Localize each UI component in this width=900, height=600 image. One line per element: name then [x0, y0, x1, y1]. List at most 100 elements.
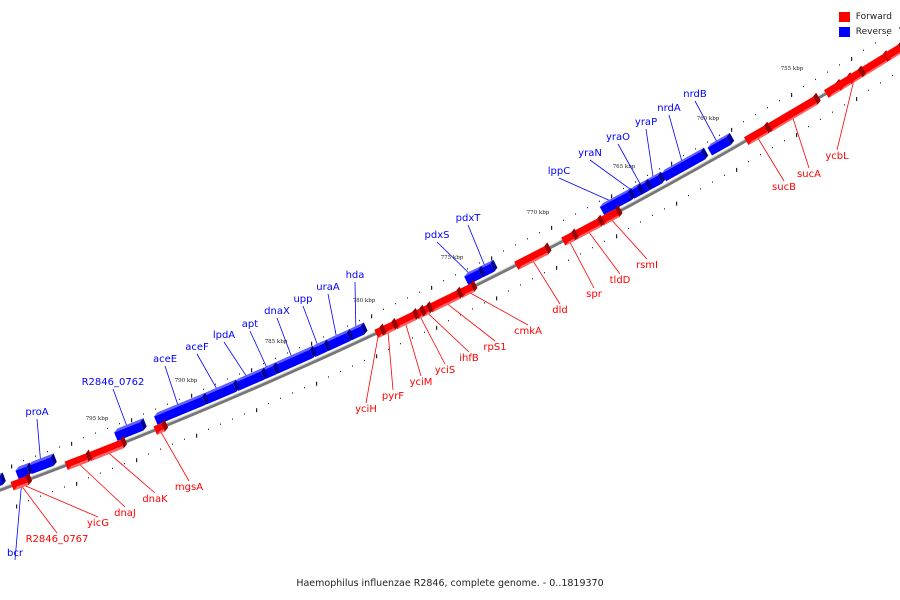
- tick-dot: [160, 448, 161, 450]
- tick-dot: [815, 78, 816, 80]
- leader-cmka: [466, 290, 529, 326]
- gene-box-uraa: [324, 328, 354, 352]
- tick-dot: [184, 438, 185, 440]
- figure-caption: Haemophilus influenzae R2846, complete g…: [296, 578, 604, 589]
- gene-label-pdxt: pdxT: [456, 213, 482, 224]
- leader-hda: [354, 281, 357, 334]
- tick-dot: [791, 93, 793, 98]
- gene-face: [324, 332, 351, 352]
- tick-dot: [707, 141, 708, 143]
- tick-dot: [784, 140, 785, 142]
- gene-label-yrap: yraP: [635, 117, 657, 128]
- tick-label-790-kbp: 790 kbp: [175, 378, 198, 384]
- tick-dot: [443, 280, 444, 282]
- tick-dot: [844, 104, 845, 106]
- leader-upp: [302, 305, 320, 351]
- tick-dot: [244, 413, 245, 415]
- gene-label-dnak: dnaK: [142, 494, 168, 505]
- tick-dot: [580, 253, 581, 255]
- tick-dot: [119, 423, 120, 425]
- tick-dot: [868, 89, 869, 91]
- tick-dot: [712, 181, 713, 183]
- gene-side: [627, 187, 636, 200]
- gene-label-lppc: lppC: [548, 166, 570, 177]
- leader-dnax: [276, 317, 294, 362]
- gene-label-dld: dld: [552, 305, 567, 316]
- gene-top: [629, 183, 640, 191]
- tick-dot: [179, 398, 180, 400]
- tick-dot: [779, 100, 780, 102]
- gene-side: [379, 323, 387, 336]
- tick-dot: [628, 227, 629, 230]
- tick-dot: [671, 161, 673, 166]
- gene-label-hda: hda: [346, 270, 365, 281]
- gene-label-nrdb: nrdB: [683, 89, 707, 100]
- gene-side: [657, 171, 666, 184]
- gene-box-lppc: [599, 187, 636, 215]
- tick-dot: [616, 234, 618, 239]
- tick-dot: [395, 303, 396, 305]
- gene-label-pyrf: pyrF: [382, 391, 404, 402]
- gene-top: [324, 328, 350, 343]
- tick-dot: [496, 296, 498, 301]
- leader-yrao: [617, 143, 644, 190]
- gene-face: [428, 290, 461, 313]
- tick-dot: [287, 352, 288, 354]
- gene-label-yran: yraN: [578, 148, 602, 159]
- gene-side: [544, 242, 552, 255]
- leader-pdxs: [436, 241, 474, 278]
- gene-top: [15, 462, 30, 471]
- tick-dot: [532, 278, 533, 280]
- gene-side: [50, 453, 57, 466]
- tick-labels: 755 kbp 760 kbp 765 kbp 770 kbp 775 kbp 780 k…: [86, 66, 804, 422]
- tick-dot: [472, 308, 473, 310]
- tick-dot: [688, 194, 689, 197]
- gene-face: [823, 82, 841, 98]
- gene-face: [114, 422, 144, 441]
- tick-dot: [515, 244, 516, 246]
- gene-top: [261, 362, 276, 371]
- gene-face: [464, 269, 483, 285]
- gene-label-r2846-0762: R2846_0762: [82, 377, 145, 388]
- tick-dot: [520, 284, 521, 286]
- tick-dot: [28, 500, 29, 502]
- gene-face: [835, 76, 852, 91]
- tick-dot: [527, 238, 528, 240]
- leader-lpda: [223, 341, 250, 382]
- gene-side: [323, 339, 331, 352]
- leader-suca: [791, 114, 810, 169]
- tick-dot: [275, 357, 276, 359]
- gene-box-ycim: [393, 307, 420, 330]
- gene-box-dnax: [273, 345, 317, 374]
- gene-top: [114, 418, 144, 433]
- tick-dot: [251, 368, 253, 373]
- tick-dot: [652, 214, 653, 217]
- gene-label-mgsa: mgsA: [175, 482, 203, 493]
- leader-tldd: [586, 228, 621, 275]
- gene-top: [464, 265, 482, 277]
- tick-dot: [839, 64, 840, 66]
- gene-top: [518, 250, 552, 270]
- gene-label-spr: spr: [586, 289, 603, 300]
- gene-side: [419, 304, 427, 317]
- gene-face: [273, 349, 314, 374]
- legend-item-reverse: Reverse: [838, 24, 892, 39]
- gene-label-ycis: yciS: [435, 365, 456, 376]
- gene-label-suca: sucA: [797, 169, 821, 180]
- tick-dot: [263, 362, 264, 365]
- tick-dot: [364, 359, 365, 362]
- tick-dot: [376, 354, 378, 359]
- gene-box-lpda: [234, 367, 268, 391]
- gene-face: [743, 125, 769, 146]
- tick-dot: [35, 455, 36, 457]
- tick-dot: [407, 297, 408, 299]
- tick-dot: [676, 201, 678, 206]
- leader-acef: [196, 353, 221, 395]
- gene-box-r2846-0762: [114, 418, 147, 441]
- tick-dot: [544, 272, 545, 274]
- gene-face: [846, 69, 863, 84]
- gene-box-extra-reverse: [0, 472, 6, 486]
- gene-face: [514, 246, 549, 270]
- tick-dot: [131, 418, 133, 423]
